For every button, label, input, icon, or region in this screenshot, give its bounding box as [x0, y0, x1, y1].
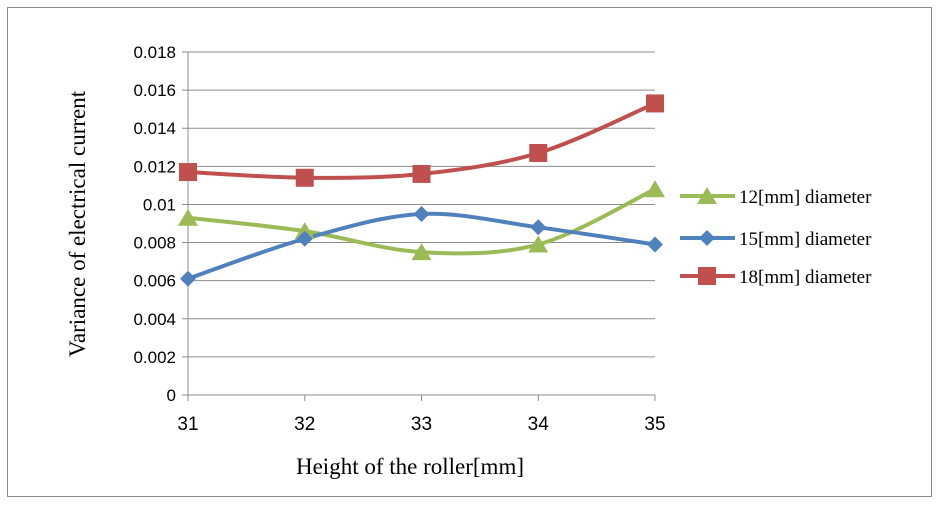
x-tick-label: 34	[528, 414, 550, 435]
data-point-1	[294, 222, 315, 240]
data-point-2	[180, 270, 196, 287]
data-point-3	[646, 94, 664, 113]
legend-label: 18[mm] diameter	[739, 267, 872, 288]
x-axis-title: Height of the roller[mm]	[296, 454, 524, 479]
data-point-2	[413, 205, 430, 222]
data-point-2	[296, 230, 313, 247]
data-point-3	[412, 164, 431, 183]
data-point-3	[295, 168, 314, 187]
y-tick-label: 0.012	[133, 157, 176, 176]
series-markers	[178, 94, 665, 287]
y-tick-label: 0	[167, 386, 176, 405]
data-point-1	[645, 180, 665, 198]
y-tick-label: 0.006	[133, 272, 176, 291]
y-tick-label: 0.01	[143, 195, 176, 214]
data-point-3	[529, 143, 548, 162]
data-point-1	[178, 208, 198, 226]
legend-marker	[697, 187, 717, 204]
gridlines	[188, 51, 655, 358]
data-point-3	[179, 163, 197, 182]
legend-label: 15[mm] diameter	[739, 229, 872, 250]
y-tick-label: 0.004	[133, 310, 176, 329]
x-tick-label: 33	[411, 414, 432, 435]
y-tick-label: 0.018	[133, 43, 176, 62]
x-tick-label: 32	[294, 414, 315, 435]
y-tick-label: 0.008	[133, 234, 176, 253]
x-tick-label: 35	[644, 414, 665, 435]
y-tick-labels: 0 0.002 0.004 0.006 0.008 0.01 0.012 0.014 0.016…	[133, 43, 176, 405]
y-tick-label: 0.002	[133, 348, 176, 367]
legend-marker	[698, 267, 716, 285]
data-point-1	[528, 235, 549, 253]
y-axis-title: Variance of electrical current	[65, 90, 90, 357]
x-tick-label: 31	[177, 414, 198, 435]
data-point-2	[530, 219, 547, 236]
legend: 12[mm] diameter 15[mm] diameter 18[mm] dia…	[680, 187, 872, 288]
y-tick-label: 0.016	[133, 81, 176, 100]
legend-label: 12[mm] diameter	[739, 187, 872, 208]
data-point-2	[647, 236, 663, 253]
y-tick-label: 0.014	[133, 119, 176, 138]
data-point-1	[411, 243, 432, 261]
x-tick-labels: 31 32 33 34 35	[177, 414, 665, 435]
legend-marker	[699, 230, 715, 246]
